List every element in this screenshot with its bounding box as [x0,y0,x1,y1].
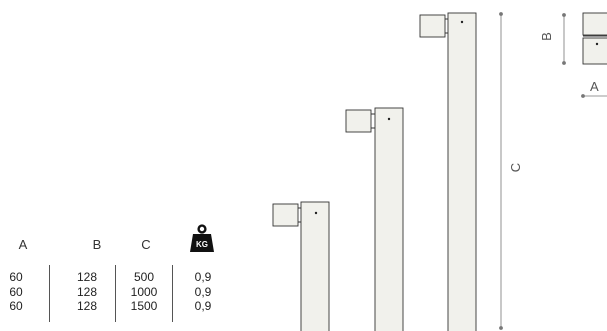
weight-icon-text: KG [196,240,208,249]
cell-kg: 0,9 [194,285,212,299]
cell-a: 60 [9,285,23,299]
cell-b: 128 [76,270,98,284]
cell-b: 128 [76,299,98,313]
cell-kg: 0,9 [194,299,212,313]
cell-a: 60 [9,270,23,284]
handle-mount-long [419,14,446,38]
cell-b: 128 [76,285,98,299]
dimension-label-a: A [590,79,599,94]
handle-mount-medium [345,109,372,133]
spec-table: A B C KG 60 128 500 0,9 60 128 1000 0,9 … [0,0,240,331]
handle-bar-short [300,201,330,331]
column-divider [115,265,116,322]
header-b: B [92,237,102,252]
header-c: C [141,237,151,252]
cell-a: 60 [9,299,23,313]
weight-kg-icon: KG [190,224,214,252]
cell-c: 1500 [130,299,158,313]
cell-c: 500 [133,270,155,284]
dimension-label-b: B [538,32,554,41]
cell-kg: 0,9 [194,270,212,284]
header-a: A [18,237,28,252]
handle-bar-long [447,12,477,331]
section-detail-top [582,12,607,36]
handle-mount-short [272,203,299,227]
dimension-label-c: C [508,162,524,173]
column-divider [49,265,50,322]
handle-bar-medium [374,107,404,331]
cell-c: 1000 [130,285,158,299]
section-detail-bottom [582,37,607,65]
column-divider [172,265,173,322]
